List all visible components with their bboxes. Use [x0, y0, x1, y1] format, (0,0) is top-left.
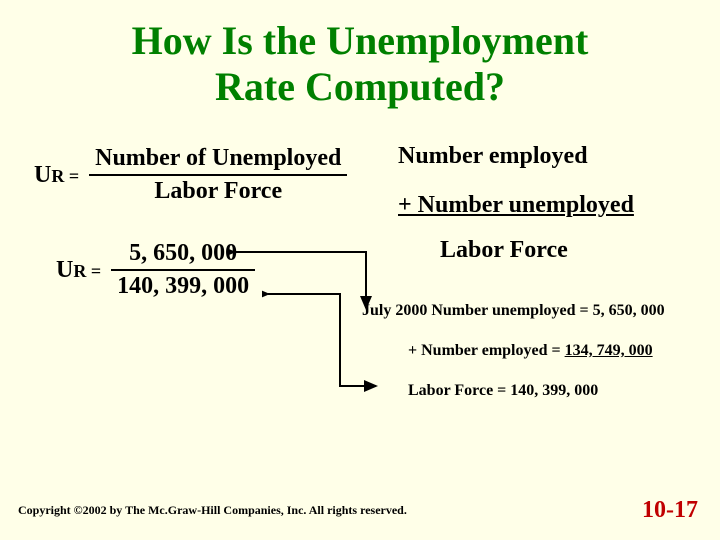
denominator-2: 140, 399, 000 [111, 271, 255, 302]
fact-employed: + Number employed = 134, 749, 000 [408, 342, 653, 360]
fraction-2: 5, 650, 000 140, 399, 000 [111, 238, 255, 302]
arrow-denominator [262, 282, 382, 392]
numerator-2: 5, 650, 000 [111, 238, 255, 269]
copyright-text: Copyright ©2002 by The Mc.Graw-Hill Comp… [18, 503, 407, 518]
numerator-1: Number of Unemployed [89, 143, 347, 174]
rhs-unemployed: + Number unemployed [398, 192, 634, 219]
title-line-2: Rate Computed? [215, 64, 505, 109]
title-line-1: How Is the Unemployment [132, 18, 589, 63]
fraction-1: Number of Unemployed Labor Force [89, 143, 347, 207]
formula-symbolic: UR = Number of Unemployed Labor Force [34, 143, 347, 207]
fact-labor-force: Labor Force = 140, 399, 000 [408, 382, 598, 400]
fact-employed-prefix: + Number employed = [408, 342, 565, 359]
ur-lhs-2: UR = [56, 257, 101, 284]
labor-force-derivation: Number employed + Number unemployed Labo… [398, 143, 634, 264]
rhs-employed: Number employed [398, 143, 634, 170]
slide-title: How Is the Unemployment Rate Computed? [0, 0, 720, 110]
rhs-labor-force: Labor Force [440, 237, 634, 264]
page-number: 10-17 [642, 497, 698, 524]
fact-unemployed: July 2000 Number unemployed = 5, 650, 00… [362, 302, 665, 320]
fact-employed-value: 134, 749, 000 [565, 342, 653, 359]
denominator-1: Labor Force [89, 176, 347, 207]
ur-lhs-1: UR = [34, 162, 79, 189]
formula-numeric: UR = 5, 650, 000 140, 399, 000 [56, 238, 255, 302]
